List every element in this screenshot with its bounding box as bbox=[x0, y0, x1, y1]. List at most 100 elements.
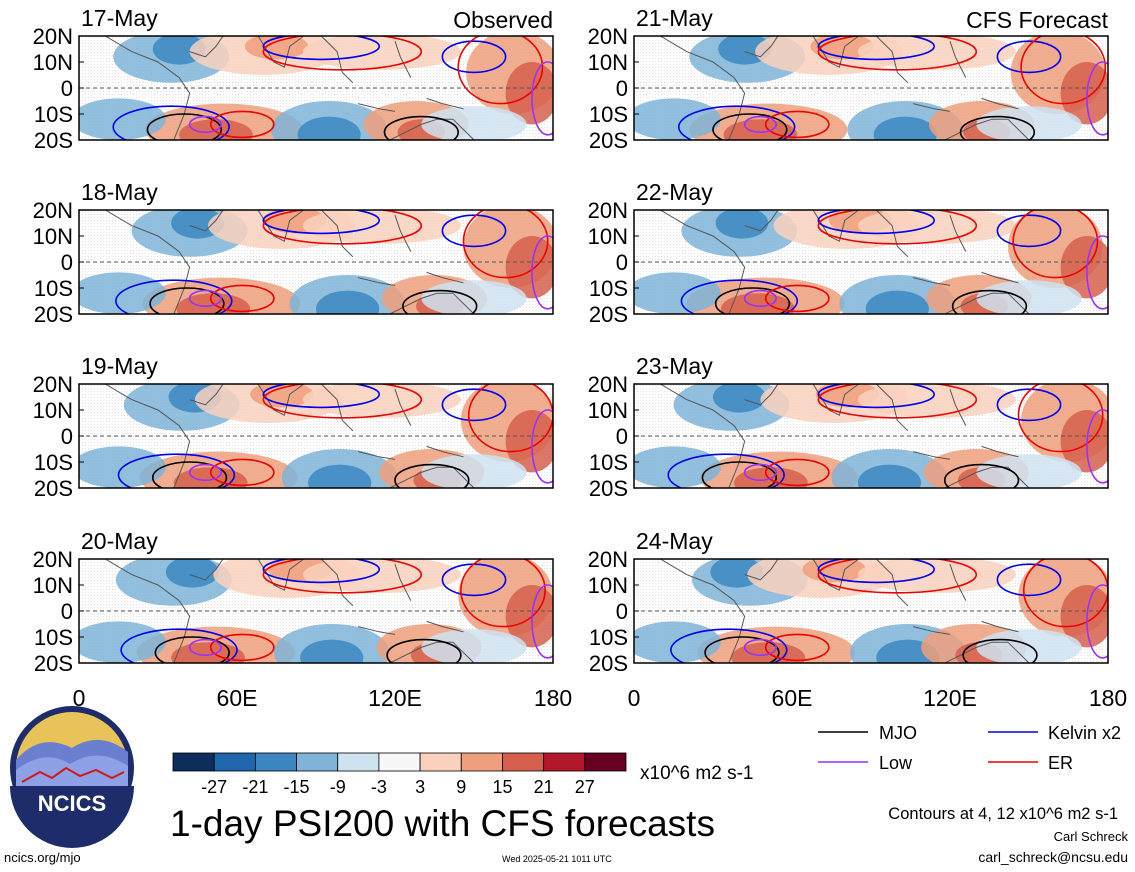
coastline bbox=[426, 445, 464, 458]
contour-ring bbox=[817, 210, 935, 235]
panel-date-label: 18-May bbox=[81, 179, 158, 205]
colorbar-segment bbox=[419, 752, 462, 772]
coastline bbox=[660, 210, 746, 314]
coastline bbox=[357, 103, 396, 112]
coastline bbox=[981, 445, 1019, 458]
shade-blob bbox=[857, 36, 1016, 70]
shade-blob bbox=[176, 293, 251, 314]
contour-ring bbox=[262, 559, 380, 584]
panel-date-label: 20-May bbox=[81, 528, 158, 554]
coastline bbox=[949, 564, 967, 601]
colorbar-segment bbox=[378, 752, 421, 772]
contour-ring bbox=[441, 40, 507, 74]
y-tick-label: 10N bbox=[588, 50, 628, 75]
y-tick-label: 20S bbox=[589, 651, 628, 676]
footer-url: ncics.org/mjo bbox=[4, 850, 81, 865]
x-tick-label: 120E bbox=[368, 685, 422, 711]
contour-ring bbox=[262, 210, 423, 245]
shade-blob bbox=[421, 454, 527, 488]
shade-blob bbox=[244, 36, 309, 60]
field-shading bbox=[634, 559, 1108, 663]
coastline bbox=[394, 389, 412, 426]
panels-group: 17-May20N10N010S20S18-May20N10N010S20S19… bbox=[33, 5, 1109, 676]
contour-ring bbox=[1017, 384, 1104, 453]
contour-ring bbox=[743, 638, 778, 657]
shade-blob bbox=[713, 384, 766, 413]
coastline bbox=[981, 97, 1019, 110]
contour-ring bbox=[670, 628, 788, 663]
colorbar-label: 27 bbox=[575, 777, 595, 797]
y-tick-label: 10S bbox=[34, 276, 73, 301]
shade-blob bbox=[634, 98, 721, 140]
contour-ring bbox=[817, 384, 935, 409]
colorbar-segment bbox=[460, 752, 503, 772]
contour-ring bbox=[764, 633, 830, 662]
contour-ring bbox=[743, 115, 778, 133]
panel-date-label: 19-May bbox=[81, 353, 158, 379]
observed-label: Observed bbox=[453, 7, 553, 33]
coastline bbox=[320, 36, 354, 84]
coastline bbox=[812, 36, 860, 68]
contour-ring bbox=[531, 409, 553, 484]
coastline bbox=[912, 103, 951, 112]
coastline bbox=[189, 210, 224, 232]
y-tick-label: 20S bbox=[34, 302, 73, 327]
shade-blob bbox=[873, 116, 937, 140]
legend-label-mjo: MJO bbox=[879, 723, 917, 743]
email: carl_schreck@ncsu.edu bbox=[978, 849, 1128, 865]
colorbar-segment bbox=[584, 752, 627, 772]
coastline bbox=[426, 97, 464, 110]
contour-ring bbox=[386, 638, 462, 663]
y-tick-label: 20N bbox=[588, 372, 628, 397]
contour-ring bbox=[764, 458, 830, 487]
contour-ring bbox=[996, 40, 1062, 74]
y-tick-label: 10N bbox=[33, 50, 73, 75]
y-tick-label: 10N bbox=[588, 573, 628, 598]
contour-ring bbox=[151, 461, 228, 488]
contour-ring bbox=[704, 636, 780, 663]
contour-ring bbox=[1022, 559, 1108, 628]
y-tick-label: 10N bbox=[33, 224, 73, 249]
shade-blob bbox=[297, 116, 361, 140]
y-tick-label: 0 bbox=[616, 599, 628, 624]
contour-ring bbox=[1086, 61, 1108, 136]
contour-ring bbox=[996, 214, 1062, 248]
coastline bbox=[257, 36, 305, 68]
contour-ring bbox=[188, 289, 222, 308]
colorbar-label: -3 bbox=[371, 777, 387, 797]
contour-ring bbox=[460, 559, 546, 628]
y-tick-label: 20S bbox=[589, 476, 628, 501]
coastline bbox=[943, 292, 1030, 314]
coastline bbox=[320, 210, 354, 258]
shade-blob bbox=[865, 290, 929, 314]
contour-ring bbox=[677, 105, 796, 140]
shade-blob bbox=[165, 559, 219, 588]
ncics-logo: NCICS bbox=[10, 706, 134, 848]
coastline bbox=[394, 215, 412, 252]
y-tick-label: 0 bbox=[61, 599, 73, 624]
contour-ring bbox=[262, 36, 423, 71]
shade-blob bbox=[421, 280, 527, 314]
shade-blob bbox=[302, 36, 461, 70]
contour-ring bbox=[817, 559, 978, 594]
coastline bbox=[812, 210, 860, 242]
contour-ring bbox=[962, 638, 1038, 663]
shade-blob bbox=[1060, 62, 1108, 125]
y-tick-label: 20N bbox=[588, 547, 628, 572]
y-tick-label: 20N bbox=[33, 198, 73, 223]
shade-blob bbox=[505, 410, 553, 473]
y-tick-label: 10N bbox=[588, 224, 628, 249]
contour-ring bbox=[996, 563, 1062, 597]
contour-ring bbox=[1012, 210, 1099, 279]
shade-blob bbox=[857, 464, 922, 488]
shade-blob bbox=[79, 98, 166, 140]
contour-ring bbox=[667, 453, 785, 488]
legend-label-low: Low bbox=[879, 753, 913, 773]
contour-ring bbox=[531, 584, 553, 659]
coastline bbox=[912, 277, 951, 286]
